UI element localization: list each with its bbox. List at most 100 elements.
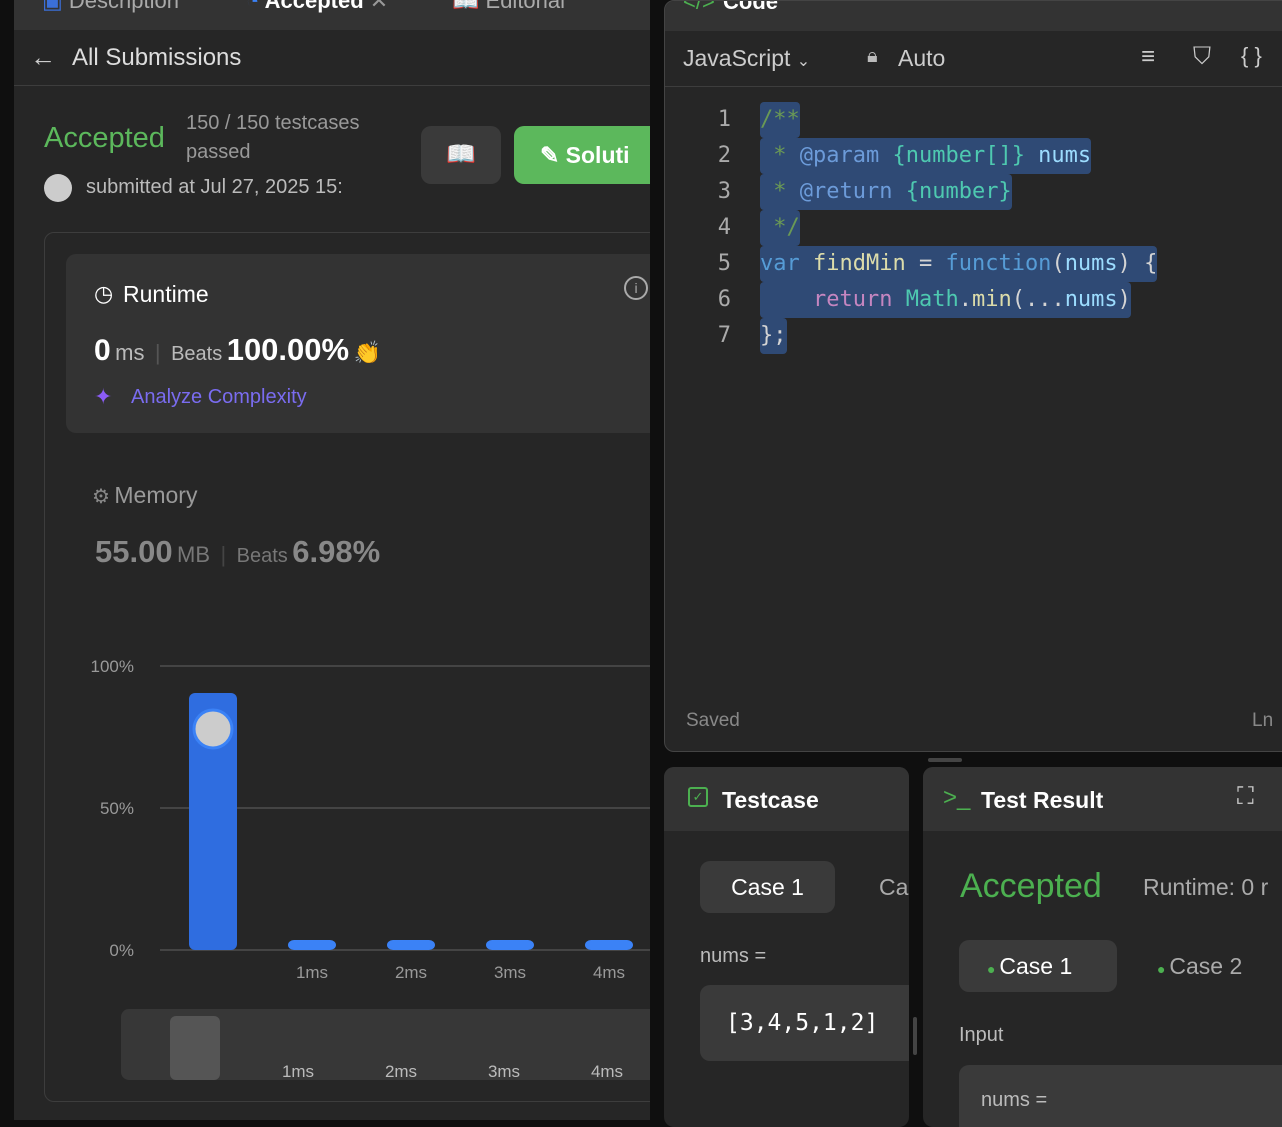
code-editor[interactable]: 1 /** 2 * @param {number[]} nums 3 * @retur…	[665, 102, 1282, 702]
bookmark-icon[interactable]: ⛉	[1193, 43, 1211, 70]
line-number: 7	[717, 323, 731, 348]
all-submissions-link[interactable]: All Submissions	[72, 44, 242, 71]
y-tick-label: 50%	[100, 799, 134, 818]
clock-icon: ◷	[94, 281, 114, 306]
code-line[interactable]: * @return {number}	[760, 174, 1012, 210]
language-label: JavaScript	[683, 45, 791, 71]
fullscreen-icon[interactable]: ⛶	[1237, 783, 1254, 810]
result-runtime: Runtime: 0 r	[1143, 874, 1269, 900]
line-number: 3	[717, 179, 731, 204]
memory-section[interactable]: ⚙ Memory	[92, 482, 197, 509]
cursor-position: Ln	[1252, 710, 1274, 731]
runtime-card[interactable]: ◷ Runtime i 0 ms | Beats 100.00% 👏 ✦ Ana…	[66, 254, 650, 433]
tab-label: Accepted	[264, 0, 364, 13]
chart-navigator	[121, 1009, 650, 1080]
braces-icon[interactable]: { }	[1241, 43, 1262, 68]
submission-panel: ▣ Description ◔ Accepted ✕ 📖 Editorial ←…	[14, 0, 650, 1120]
testcases-count: 150 / 150 testcases	[186, 112, 360, 134]
back-arrow-icon[interactable]: ←	[30, 42, 56, 72]
lock-icon: 🔒︎	[867, 45, 878, 67]
tab-editorial[interactable]: 📖 Editorial	[452, 0, 565, 14]
navigator-label: 3ms	[488, 1062, 520, 1081]
book-icon: 📖	[446, 141, 476, 168]
memory-beats: 6.98%	[292, 534, 381, 569]
case-label: Case 1	[731, 874, 804, 900]
code-line[interactable]: };	[760, 318, 787, 354]
y-tick-label: 0%	[109, 941, 134, 960]
format-icon[interactable]: ≡	[1141, 43, 1156, 70]
editorial-book-button[interactable]: 📖	[421, 126, 501, 184]
tab-description[interactable]: ▣ Description	[42, 0, 179, 14]
tab-label: Editorial	[485, 0, 565, 13]
x-tick-label: 4ms	[593, 963, 625, 982]
pass-dot-icon: ●	[1157, 961, 1170, 977]
case-1-tab[interactable]: Case 1	[700, 861, 835, 913]
result-case-1-tab[interactable]: ● Case 1	[959, 940, 1117, 992]
code-line[interactable]: var findMin = function(nums) {	[760, 246, 1158, 282]
runtime-title: Runtime	[123, 281, 209, 307]
code-line[interactable]: return Math.min(...nums)	[760, 282, 1131, 318]
bar	[189, 692, 237, 950]
x-tick-label: 2ms	[395, 963, 427, 982]
sparkle-icon: ✦	[94, 384, 113, 409]
avatar	[44, 174, 72, 202]
code-title: Code	[723, 0, 778, 14]
code-line[interactable]: /**	[760, 102, 800, 138]
line-number: 4	[717, 215, 731, 240]
y-tick-label: 100%	[91, 657, 134, 676]
language-select[interactable]: JavaScript ⌄	[683, 45, 810, 72]
tab-accepted[interactable]: ◔ Accepted ✕	[246, 0, 388, 14]
mode-label[interactable]: Auto	[898, 45, 946, 71]
tab-label: Description	[68, 0, 179, 13]
testcase-header: ✓ Testcase	[664, 767, 909, 831]
save-status: Saved	[686, 710, 740, 731]
user-avatar-marker	[192, 708, 234, 750]
info-icon[interactable]: i	[624, 276, 648, 300]
nums-input[interactable]: [3,4,5,1,2]	[700, 985, 909, 1061]
terminal-icon: >_	[943, 784, 971, 811]
resize-handle[interactable]	[928, 758, 962, 762]
solution-label: Soluti	[565, 142, 630, 168]
edit-icon: ✎	[540, 142, 566, 168]
line-number: 6	[717, 287, 731, 312]
solution-button[interactable]: ✎ Soluti	[514, 126, 650, 184]
result-case-2-tab[interactable]: ● Case 2	[1157, 940, 1242, 995]
code-title-bar: </> Code	[665, 1, 1282, 31]
checkbox-icon: ✓	[688, 787, 708, 807]
beats-label: Beats	[171, 343, 223, 365]
submission-header: ← All Submissions	[14, 30, 650, 86]
code-line[interactable]: */	[760, 210, 800, 246]
code-icon: </>	[683, 0, 715, 14]
chip-icon: ⚙	[92, 486, 110, 508]
stats-card	[44, 232, 650, 1102]
navigator-label: 1ms	[282, 1062, 314, 1081]
tab-bar: ▣ Description ◔ Accepted ✕ 📖 Editorial	[14, 0, 650, 30]
nums-value: [3,4,5,1,2]	[726, 1010, 879, 1036]
line-number: 5	[717, 251, 731, 276]
bar	[387, 940, 435, 950]
bar	[486, 940, 534, 950]
case-label: Case 1	[999, 953, 1073, 979]
memory-unit: MB	[177, 542, 211, 567]
input-label: Input	[959, 1024, 1004, 1046]
panel-resize-handle[interactable]	[913, 1017, 917, 1055]
x-tick-label: 3ms	[494, 963, 526, 982]
line-number: 1	[717, 107, 731, 132]
memory-title: Memory	[114, 482, 198, 508]
runtime-value: 0	[94, 334, 111, 367]
chevron-down-icon: ⌄	[796, 53, 811, 70]
code-line[interactable]: * @param {number[]} nums	[760, 138, 1092, 174]
case-2-tab[interactable]: Ca	[879, 874, 909, 900]
line-number: 2	[717, 143, 731, 168]
clap-icon: 👏	[353, 340, 381, 365]
case-label: Case 2	[1169, 953, 1243, 979]
param-label: nums =	[700, 945, 767, 967]
analyze-complexity-link[interactable]: Analyze Complexity	[131, 386, 307, 408]
close-icon[interactable]: ✕	[369, 0, 389, 13]
test-result-panel: >_ Test Result ⛶ Accepted Runtime: 0 r ●…	[923, 767, 1282, 1127]
runtime-beats: 100.00%	[226, 332, 350, 367]
code-panel: </> Code JavaScript ⌄ 🔒︎ Auto ≡ ⛉ { } 1 /…	[664, 0, 1282, 752]
runtime-distribution-chart: 100% 50% 0% 1ms 2ms 3ms 4ms 1ms 2ms 3ms 4ms	[91, 657, 650, 1081]
navigator-label: 4ms	[591, 1062, 623, 1081]
param-label: nums =	[981, 1089, 1048, 1111]
